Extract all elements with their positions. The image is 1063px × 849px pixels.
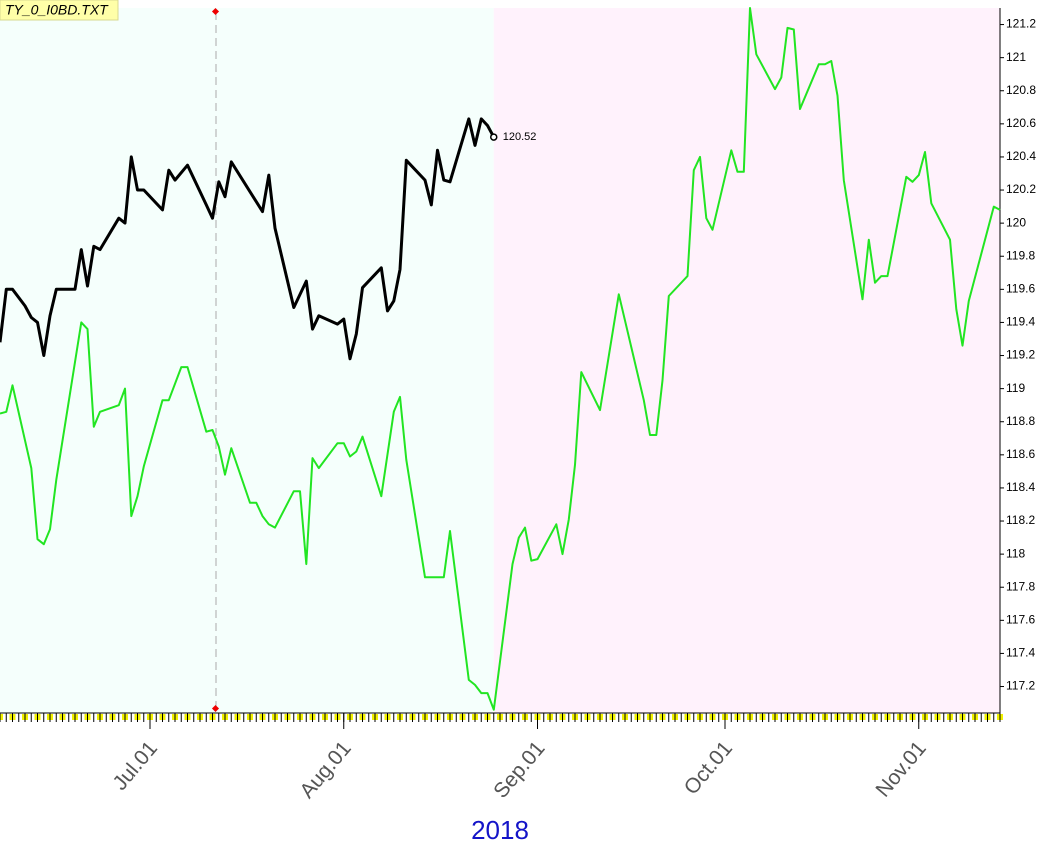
x-tick-label: Oct.01 bbox=[680, 737, 737, 799]
chart-title: TY_0_I0BD.TXT bbox=[5, 2, 109, 18]
axes: 117.2 117.4 117.6 117.8 118 118.2 118.4 118.6 11… bbox=[0, 8, 1036, 803]
region-after bbox=[493, 8, 1000, 713]
y-tick-label: 120.8 bbox=[1006, 83, 1036, 97]
last-point bbox=[490, 133, 498, 141]
x-tick-label: Aug.01 bbox=[295, 737, 355, 803]
y-tick-label: 120.4 bbox=[1006, 149, 1036, 163]
last-value-label: 120.52 bbox=[503, 131, 537, 143]
y-tick-label: 119.8 bbox=[1006, 248, 1035, 262]
y-tick-label: 118.2 bbox=[1006, 513, 1035, 527]
y-tick-label: 120 bbox=[1006, 215, 1026, 229]
y-tick-label: 120.6 bbox=[1006, 116, 1036, 130]
cursor-marker bbox=[211, 7, 220, 16]
y-tick-label: 118.6 bbox=[1006, 447, 1035, 461]
lines: 120.52 bbox=[0, 7, 1001, 711]
y-tick-label: 118.8 bbox=[1006, 414, 1035, 428]
y-tick-label: 117.8 bbox=[1006, 579, 1035, 593]
cursor-marker bbox=[211, 704, 220, 713]
day-marker bbox=[0, 714, 3, 720]
y-tick-label: 117.6 bbox=[1006, 612, 1035, 626]
y-tick-label: 119.2 bbox=[1006, 348, 1035, 362]
region-before bbox=[0, 8, 494, 713]
y-tick-label: 118 bbox=[1006, 546, 1025, 560]
title-box bbox=[0, 0, 119, 21]
y-tick-label: 117.4 bbox=[1006, 646, 1035, 660]
y-tick-label: 120.2 bbox=[1006, 182, 1036, 196]
series-line bbox=[0, 7, 1001, 711]
x-axis-label: 2018 bbox=[471, 815, 529, 845]
x-tick-label: Nov.01 bbox=[871, 737, 930, 802]
y-tick-label: 119 bbox=[1006, 381, 1025, 395]
y-tick-label: 119.4 bbox=[1006, 315, 1035, 329]
y-tick-label: 121 bbox=[1006, 50, 1026, 64]
y-tick-label: 118.4 bbox=[1006, 480, 1035, 494]
background bbox=[0, 8, 1000, 713]
x-tick-label: Jul.01 bbox=[108, 737, 162, 795]
y-tick-label: 121.2 bbox=[1006, 17, 1036, 31]
x-tick-label: Sep.01 bbox=[489, 737, 549, 803]
y-tick-label: 117.2 bbox=[1006, 679, 1035, 693]
y-tick-label: 119.6 bbox=[1006, 282, 1035, 296]
series-line bbox=[0, 117, 496, 361]
